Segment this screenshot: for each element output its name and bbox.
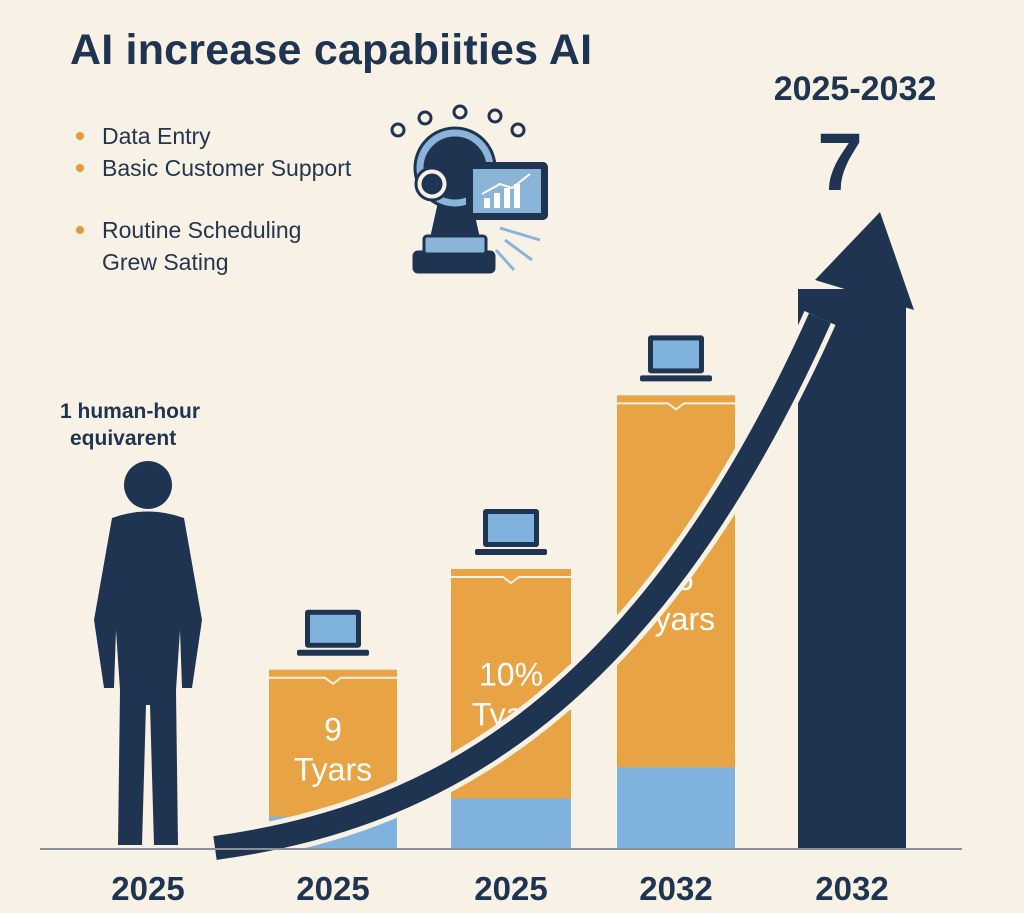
x-axis-ticks: 2025 2025 2025 2032 2032	[111, 870, 888, 907]
bullet-icon	[76, 226, 84, 234]
bullet-icon	[76, 132, 84, 140]
task-item: Grew Sating	[72, 246, 351, 278]
x-tick-label: 2032	[639, 870, 712, 907]
bar-label: Tyars	[294, 752, 372, 788]
x-tick-label: 2032	[815, 870, 888, 907]
laptop-screen	[488, 514, 534, 542]
laptop-chart-icon	[466, 162, 548, 220]
laptop-base	[297, 649, 369, 656]
task-item: Basic Customer Support	[72, 152, 351, 184]
human-hour-label: 1 human-hour equivarent	[60, 398, 260, 452]
laptop-screen	[653, 340, 699, 369]
human-label-line: equivarent	[70, 427, 177, 450]
bar-label: 10%	[479, 656, 543, 692]
robot-icon	[390, 104, 541, 274]
laptop-screen	[310, 614, 356, 643]
task-item: Data Entry	[72, 120, 351, 152]
task-label: Data Entry	[102, 123, 211, 149]
bar-fold	[451, 576, 571, 585]
human-figure	[94, 461, 202, 845]
bar-final	[798, 289, 906, 849]
laptop-base	[475, 549, 547, 555]
growth-arrow	[212, 212, 914, 865]
x-tick-label: 2025	[111, 870, 184, 907]
laptop-base	[640, 375, 712, 382]
task-label: Routine Scheduling	[102, 217, 302, 243]
bar-fold	[617, 402, 735, 411]
human-label-line: 1 human-hour	[60, 400, 200, 423]
task-label: Grew Sating	[102, 249, 229, 275]
bullet-icon	[76, 164, 84, 172]
bar-label: 9	[324, 712, 342, 748]
task-item: Routine Scheduling	[72, 214, 351, 246]
x-tick-label: 2025	[296, 870, 369, 907]
bar-fold	[269, 676, 397, 686]
task-list: Data Entry Basic Customer Support Routin…	[72, 120, 351, 278]
headline-number: 7	[817, 117, 863, 208]
x-tick-label: 2025	[474, 870, 547, 907]
chart-title: AI increase capabiities AI	[70, 26, 593, 74]
period-label: 2025-2032	[773, 70, 937, 108]
task-label: Basic Customer Support	[102, 155, 352, 181]
